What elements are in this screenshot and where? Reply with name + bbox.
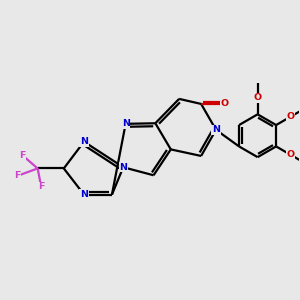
Text: O: O	[221, 99, 229, 108]
Text: N: N	[212, 125, 220, 134]
Text: O: O	[254, 94, 262, 103]
Text: O: O	[286, 150, 294, 159]
Text: N: N	[122, 119, 130, 128]
Text: F: F	[14, 171, 21, 180]
Text: N: N	[80, 137, 88, 146]
Text: N: N	[80, 190, 88, 199]
Text: O: O	[286, 112, 294, 122]
Text: F: F	[38, 182, 44, 191]
Text: N: N	[119, 163, 127, 172]
Text: F: F	[19, 151, 26, 160]
